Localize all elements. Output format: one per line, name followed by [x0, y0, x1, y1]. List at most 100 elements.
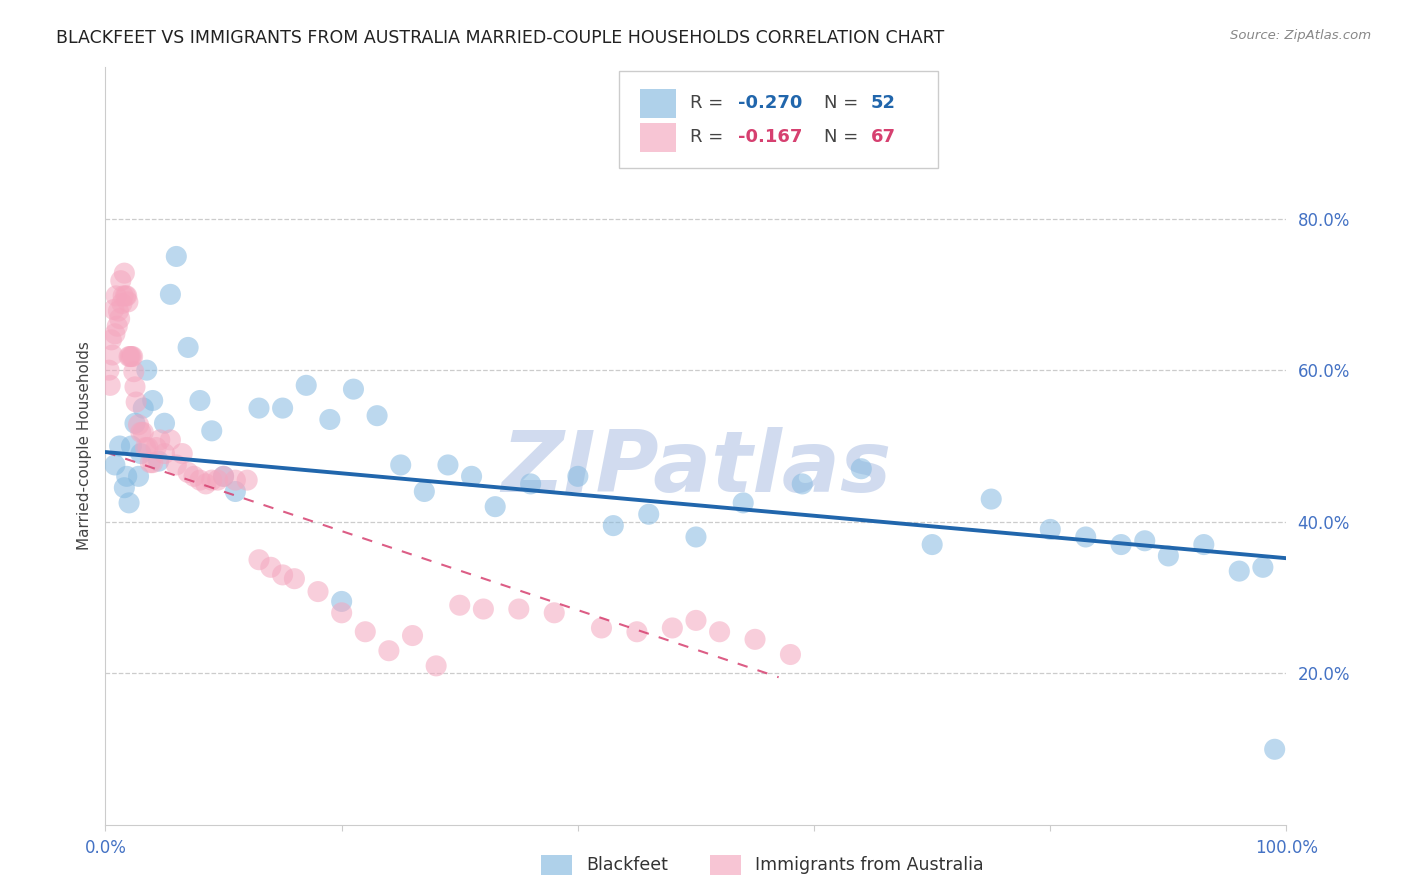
Point	[921, 537, 943, 551]
Point	[207, 473, 229, 487]
Point	[425, 658, 447, 673]
Point	[980, 492, 1002, 507]
Point	[212, 469, 235, 483]
Point	[851, 462, 873, 476]
Point	[129, 425, 152, 440]
Text: 52: 52	[870, 95, 896, 112]
Point	[260, 560, 283, 574]
Point	[117, 294, 139, 310]
Point	[115, 469, 138, 483]
Point	[626, 624, 648, 639]
Text: BLACKFEET VS IMMIGRANTS FROM AUSTRALIA MARRIED-COUPLE HOUSEHOLDS CORRELATION CHA: BLACKFEET VS IMMIGRANTS FROM AUSTRALIA M…	[56, 29, 945, 46]
Point	[236, 473, 259, 487]
Point	[602, 518, 624, 533]
Point	[112, 289, 135, 303]
Point	[508, 602, 530, 616]
Point	[100, 333, 122, 347]
Point	[177, 340, 200, 354]
Point	[366, 409, 388, 423]
Point	[115, 289, 138, 303]
Text: -0.270: -0.270	[738, 95, 803, 112]
Point	[103, 302, 125, 317]
Point	[172, 446, 194, 460]
Point	[1039, 522, 1062, 536]
Point	[148, 454, 170, 468]
Point	[1109, 537, 1132, 551]
Point	[413, 484, 436, 499]
Point	[194, 476, 217, 491]
Point	[449, 599, 471, 613]
Point	[128, 417, 150, 432]
Point	[142, 393, 165, 408]
Point	[98, 378, 121, 392]
Point	[145, 441, 167, 455]
Point	[685, 614, 707, 628]
Point	[105, 319, 128, 334]
Point	[484, 500, 506, 514]
Point	[188, 473, 211, 487]
Point	[153, 416, 176, 430]
Point	[108, 439, 131, 453]
Point	[744, 632, 766, 647]
Point	[779, 648, 801, 662]
Point	[283, 572, 305, 586]
Point	[271, 568, 294, 582]
Point	[118, 496, 141, 510]
Point	[121, 350, 143, 364]
Point	[112, 266, 135, 280]
Point	[247, 401, 270, 416]
Point	[1133, 533, 1156, 548]
FancyBboxPatch shape	[641, 89, 676, 118]
Point	[460, 469, 482, 483]
Point	[709, 624, 731, 639]
Y-axis label: Married-couple Households: Married-couple Households	[76, 342, 91, 550]
Text: R =: R =	[690, 128, 730, 146]
Point	[125, 395, 148, 409]
Point	[319, 412, 342, 426]
Point	[330, 594, 353, 608]
Point	[129, 446, 152, 460]
Point	[120, 350, 142, 364]
Point	[165, 458, 187, 472]
Point	[183, 469, 205, 483]
Point	[224, 484, 246, 499]
Point	[107, 304, 129, 318]
Point	[519, 476, 541, 491]
FancyBboxPatch shape	[641, 123, 676, 152]
Point	[98, 363, 121, 377]
Point	[112, 481, 135, 495]
Point	[224, 473, 246, 487]
Text: 67: 67	[870, 128, 896, 146]
Point	[110, 274, 132, 288]
Text: N =: N =	[824, 128, 863, 146]
Point	[685, 530, 707, 544]
Point	[661, 621, 683, 635]
Point	[139, 456, 162, 470]
Point	[124, 380, 146, 394]
Point	[149, 433, 172, 447]
Point	[114, 289, 136, 303]
Point	[378, 644, 401, 658]
Point	[637, 507, 659, 521]
Point	[342, 382, 364, 396]
Point	[389, 458, 412, 472]
Point	[104, 326, 127, 341]
Point	[330, 606, 353, 620]
Point	[188, 393, 211, 408]
Text: Blackfeet: Blackfeet	[586, 856, 668, 874]
Point	[105, 289, 128, 303]
Text: R =: R =	[690, 95, 730, 112]
Point	[120, 439, 142, 453]
Point	[295, 378, 318, 392]
Point	[271, 401, 294, 416]
Point	[201, 473, 224, 487]
Point	[1264, 742, 1286, 756]
Point	[247, 552, 270, 567]
Text: ZIPatlas: ZIPatlas	[501, 427, 891, 510]
Point	[354, 624, 377, 639]
Point	[142, 456, 165, 470]
Point	[567, 469, 589, 483]
Point	[135, 363, 157, 377]
FancyBboxPatch shape	[619, 70, 938, 168]
Point	[212, 469, 235, 483]
